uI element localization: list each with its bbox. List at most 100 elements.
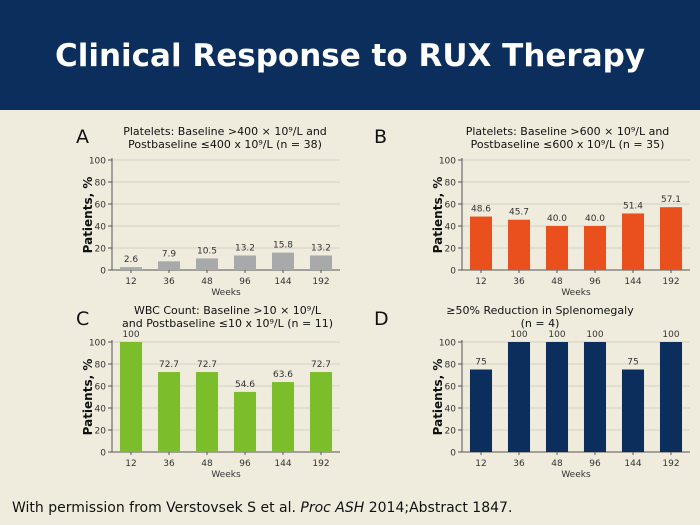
bar [583, 226, 607, 270]
data-label: 15.8 [273, 241, 293, 251]
bar [659, 342, 683, 452]
footnote-journal: Proc ASH [300, 500, 365, 516]
panel-title-line2: and Postbaseline ≤10 x 10⁹/L (n = 11) [122, 317, 333, 330]
data-label: 72.7 [311, 360, 331, 370]
x-axis-label: Weeks [211, 288, 241, 298]
data-label: 48.6 [471, 205, 491, 215]
y-tick-label: 100 [439, 339, 456, 349]
y-tick-label: 100 [89, 157, 106, 167]
x-axis-label: Weeks [211, 470, 241, 480]
bar [195, 372, 219, 452]
y-axis-label: Patients, % [81, 359, 95, 436]
bar [545, 342, 569, 452]
panel-letter: D [374, 308, 389, 330]
panel-title-line1: Platelets: Baseline >400 × 10⁹/L and [123, 125, 327, 138]
data-label: 72.7 [197, 360, 217, 370]
footnote-text-end: 2014;Abstract 1847. [364, 500, 513, 516]
panel-title-line2: Postbaseline ≤400 x 10⁹/L (n = 38) [128, 138, 322, 151]
bar [157, 261, 181, 270]
y-tick-label: 20 [445, 427, 457, 437]
y-tick-label: 0 [450, 267, 456, 277]
x-tick-label: 48 [201, 459, 213, 469]
panel-title: WBC Count: Baseline >10 × 10⁹/L and Post… [105, 304, 350, 330]
x-tick-label: 96 [239, 459, 251, 469]
bar [507, 219, 531, 270]
y-tick-label: 40 [95, 223, 107, 233]
x-tick-label: 192 [662, 459, 679, 469]
data-label: 40.0 [547, 214, 567, 224]
data-label: 54.6 [235, 380, 255, 390]
y-axis-label: Patients, % [431, 177, 445, 254]
y-tick-label: 60 [445, 201, 457, 211]
x-tick-label: 12 [125, 277, 136, 287]
citation-footnote: With permission from Verstovsek S et al.… [12, 500, 512, 516]
x-tick-label: 192 [312, 277, 329, 287]
y-tick-label: 40 [445, 405, 457, 415]
data-label: 45.7 [509, 208, 529, 218]
x-tick-label: 36 [163, 459, 175, 469]
panel-title: Platelets: Baseline >400 × 10⁹/L and Pos… [100, 125, 350, 151]
data-label: 10.5 [197, 246, 217, 256]
panel-title-line1: ≥50% Reduction in Splenomegaly [446, 304, 634, 317]
data-label: 72.7 [159, 360, 179, 370]
panel-d: D ≥50% Reduction in Splenomegaly (n = 4)… [350, 302, 700, 492]
x-tick-label: 12 [475, 459, 486, 469]
x-tick-label: 96 [589, 459, 601, 469]
x-tick-label: 12 [475, 277, 486, 287]
y-tick-label: 60 [95, 383, 107, 393]
bar [271, 252, 295, 270]
bar [621, 369, 645, 452]
bar [659, 207, 683, 270]
x-tick-label: 192 [662, 277, 679, 287]
x-axis-label: Weeks [561, 470, 591, 480]
bar [157, 372, 181, 452]
slide-title: Clinical Response to RUX Therapy [54, 38, 646, 74]
y-tick-label: 80 [95, 361, 107, 371]
panel-letter: B [374, 126, 388, 148]
bar [545, 226, 569, 270]
y-tick-label: 0 [100, 267, 106, 277]
data-label: 57.1 [661, 195, 681, 205]
y-axis-label: Patients, % [81, 177, 95, 254]
bar-chart-b: 0 20 40 60 80 100 48.6 12 45.7 36 40.0 48 40.0 96 51.4… [431, 157, 690, 298]
y-tick-label: 40 [95, 405, 107, 415]
y-tick-label: 40 [445, 223, 457, 233]
y-tick-label: 0 [450, 449, 456, 459]
y-tick-label: 60 [445, 383, 457, 393]
title-banner [0, 0, 700, 110]
data-label: 51.4 [623, 201, 643, 211]
x-tick-label: 96 [239, 277, 251, 287]
y-tick-label: 100 [439, 157, 456, 167]
y-tick-label: 80 [445, 179, 457, 189]
bar-chart-c: 0 20 40 60 80 100 100 12 72.7 36 72.7 48 54.6 96 63.6 1… [81, 330, 340, 480]
y-tick-label: 60 [95, 201, 107, 211]
x-tick-label: 36 [513, 277, 525, 287]
x-tick-label: 12 [125, 459, 136, 469]
bar [309, 372, 333, 452]
data-label: 63.6 [273, 370, 293, 380]
panel-title-line2: (n = 4) [520, 317, 560, 330]
data-label: 7.9 [162, 249, 177, 259]
panel-title-line1: WBC Count: Baseline >10 × 10⁹/L [133, 304, 322, 317]
data-label: 75 [627, 358, 638, 368]
x-tick-label: 144 [274, 459, 291, 469]
bar [507, 342, 531, 452]
bar [233, 255, 257, 270]
data-label: 100 [122, 330, 139, 340]
bar [119, 342, 143, 452]
x-tick-label: 36 [163, 277, 175, 287]
data-label: 75 [475, 358, 486, 368]
data-label: 100 [510, 330, 527, 340]
x-tick-label: 36 [513, 459, 525, 469]
y-axis-label: Patients, % [431, 359, 445, 436]
y-tick-label: 0 [100, 449, 106, 459]
x-tick-label: 96 [589, 277, 601, 287]
panel-title: ≥50% Reduction in Splenomegaly (n = 4) [405, 304, 675, 330]
x-tick-label: 144 [624, 277, 641, 287]
y-tick-label: 20 [445, 245, 457, 255]
panel-letter: A [76, 126, 89, 148]
data-label: 13.2 [311, 243, 331, 253]
bar [469, 369, 493, 452]
y-tick-label: 100 [89, 339, 106, 349]
panel-a: A Platelets: Baseline >400 × 10⁹/L and P… [0, 120, 350, 310]
